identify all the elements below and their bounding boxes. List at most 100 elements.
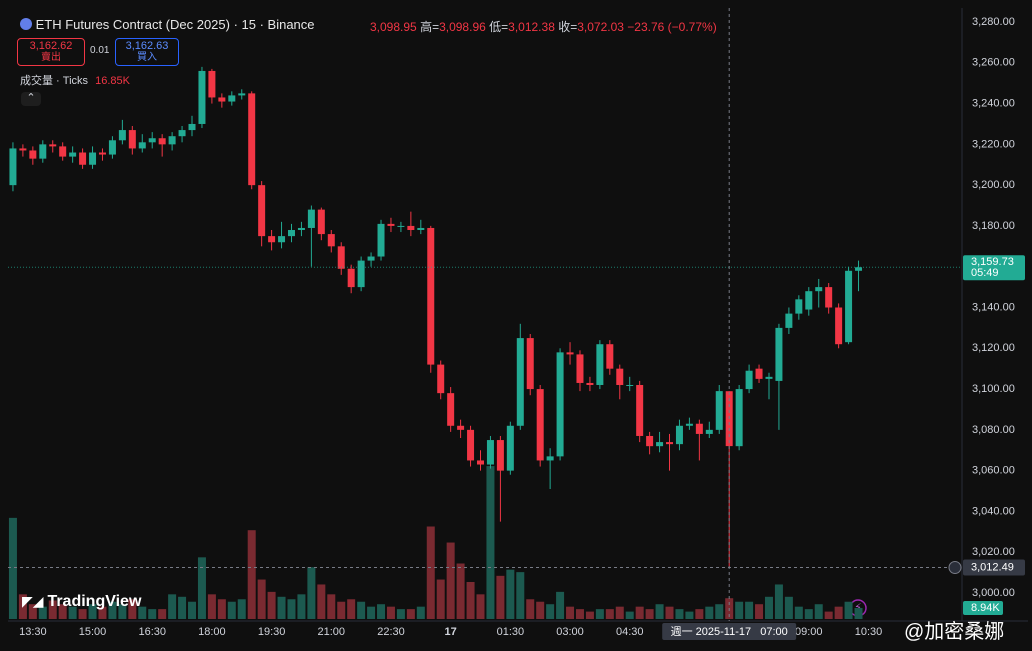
volume-bar [277,596,286,619]
volume-bar [168,594,177,619]
volume-bar [58,604,67,619]
candle-body [666,442,674,445]
volume-bar [824,611,833,619]
volume-bar [675,609,684,619]
volume-bar [347,599,356,619]
high-value: 3,098.96 [439,20,486,34]
y-tick-label: 3,140.00 [972,301,1015,313]
last-price-box [963,255,1025,281]
volume-bar [217,599,226,619]
candle-body [486,440,494,465]
change: −23.76 (−0.77%) [627,20,717,34]
volume-bar [426,526,435,619]
candle-body [19,148,27,151]
y-tick-label: 3,260.00 [972,57,1015,69]
sell-label: 賣出 [41,52,61,63]
volume-bar [715,604,724,619]
candle-body [89,152,97,165]
y-tick-label: 3,060.00 [972,465,1015,477]
y-tick-label: 3,100.00 [972,383,1015,395]
volume-bar [197,557,206,619]
volume-bar [68,606,77,619]
volume-bar [436,579,445,619]
candle-body [616,368,624,385]
volume-bar [327,594,336,619]
candle-body [457,425,465,430]
volume-bar [794,606,803,619]
candle-body [675,425,683,445]
volume-bar [496,575,505,619]
candle-body [825,287,833,308]
y-tick-label: 3,000.00 [972,587,1015,599]
volume-bar [386,606,395,619]
x-tick-label: 04:30 [616,626,644,638]
collapse-button[interactable]: ⌃ [21,92,41,106]
volume-bar [188,601,197,619]
symbol-icon [20,18,32,30]
add-alert-button[interactable] [948,561,962,575]
volume-bar [834,606,843,619]
volume-bar [705,606,714,619]
logo: ◤◢ TradingView [22,593,142,610]
volume-value: 16.85K [95,75,130,87]
candle-body [208,70,216,98]
volume-bar [18,594,27,619]
candle-body [258,185,266,237]
y-tick-label: 3,200.00 [972,179,1015,191]
candle-body [636,384,644,436]
volume-bar [566,606,575,619]
last-price-label: 3,159.73 [971,256,1014,268]
candle-body [845,270,853,343]
volume-bar [466,582,475,619]
candle-body [506,425,514,471]
low-key: 低= [489,20,509,34]
candle-body [287,230,295,237]
volume-bar [844,601,853,619]
candle-body [695,423,703,434]
buy-label: 買入 [137,52,157,63]
candle-body [268,236,276,243]
event-icon-glyph: ⚡ [854,602,862,614]
volume-label-box [963,600,1003,615]
volume-bar [575,609,584,619]
candle-body [238,93,246,96]
volume-bar [804,609,813,619]
header: ETH Futures Contract (Dec 2025) · 15 · B… [20,17,315,32]
x-tick-label: 09:00 [795,626,823,638]
candle-body [835,307,843,345]
candle-body [626,384,634,386]
candle-body [646,435,654,447]
crosshair-date-label: 週一 2025-11-17 07:00 [671,625,788,638]
candle-body [327,234,335,247]
volume-bar [595,609,604,619]
candle-body [447,393,455,426]
volume-bar [784,596,793,619]
candle-body [9,148,17,186]
volume-bar [814,604,823,619]
volume-bar [446,542,455,619]
symbol[interactable]: ETH Futures Contract (Dec 2025) · 15 · B… [35,17,315,32]
buy-button[interactable]: 3,162.63 買入 [115,38,179,66]
sell-button[interactable]: 3,162.62 賣出 [17,38,85,66]
candle-body [596,344,604,385]
volume-bar [227,601,236,619]
x-tick-label: 22:30 [377,626,405,638]
candle-body [407,225,415,231]
candle-body [148,138,156,143]
volume-bar [635,606,644,619]
volume-bar [526,599,535,619]
volume-bar [257,579,266,619]
x-tick-label: 13:30 [19,626,47,638]
volume-bar [605,609,614,619]
spread: 0.01 [90,45,110,56]
volume-bar [476,594,485,619]
candle-body [337,246,345,269]
candle-body [387,223,395,226]
volume-bar [28,604,37,619]
volume-bar [486,466,495,619]
x-tick-label: 15:00 [79,626,107,638]
volume-bar [516,572,525,619]
candle-body [29,150,37,159]
volume-bar [655,604,664,619]
volume-label: 8.94K [971,602,1000,614]
